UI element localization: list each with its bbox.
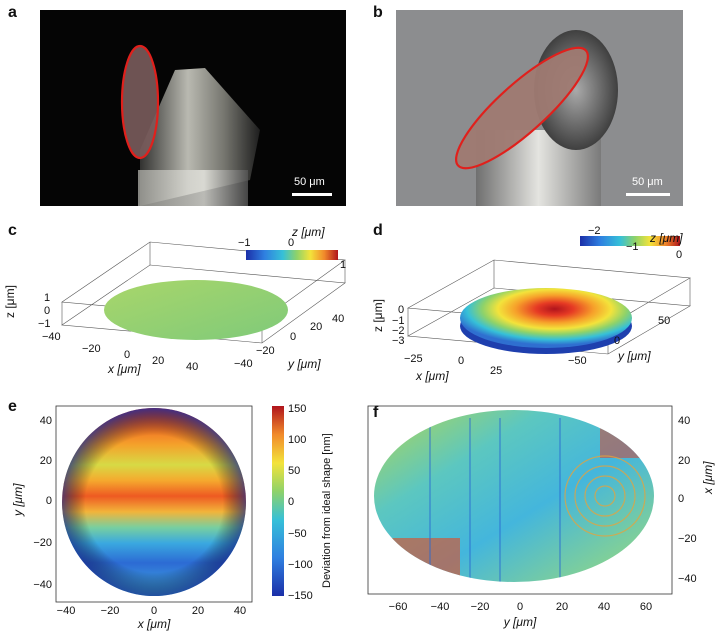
z-tick-c-1: 0 bbox=[44, 305, 50, 317]
cbar-e-label: Deviation from ideal shape [nm] bbox=[321, 433, 333, 588]
cbar-d-tick-0: −2 bbox=[588, 225, 601, 237]
panel-b-letter: b bbox=[373, 4, 383, 21]
cbar-e-tick-1: 100 bbox=[288, 434, 306, 446]
x-tick-d-2: 25 bbox=[490, 365, 502, 377]
x-tick-f-4: 20 bbox=[556, 601, 568, 613]
z-tick-d-1: −1 bbox=[392, 315, 405, 327]
panel-f-heatmap: −60 −40 −20 0 20 40 60 y [μm] 40 20 0 −2… bbox=[367, 405, 715, 629]
y-label-e: y [μm] bbox=[11, 483, 25, 517]
y-tick-c-3: 20 bbox=[310, 321, 322, 333]
panel-e-letter: e bbox=[8, 398, 17, 415]
colorbar-c bbox=[246, 250, 338, 260]
x-label-c: x [μm] bbox=[107, 362, 141, 376]
scale-label-b: 50 μm bbox=[632, 176, 663, 188]
z-tick-d-3: −3 bbox=[392, 335, 405, 347]
y-tick-e-2: 0 bbox=[46, 495, 52, 507]
cbar-e-tick-3: 0 bbox=[288, 496, 294, 508]
flat-surface bbox=[104, 280, 288, 340]
panel-f-letter: f bbox=[373, 404, 379, 421]
x-tick-f-3: 0 bbox=[517, 601, 523, 613]
x-tick-c-1: −20 bbox=[82, 343, 101, 355]
x-tick-c-2: 0 bbox=[124, 349, 130, 361]
z-label-d: z [μm] bbox=[371, 299, 385, 332]
z-tick-c-2: −1 bbox=[38, 318, 51, 330]
x-tick-f-0: −60 bbox=[389, 601, 408, 613]
z-tick-c-0: 1 bbox=[44, 292, 50, 304]
panel-c-surface-plot: −1 0 1 z [μm] z [μm] 1 0 −1 −40 −20 0 20… bbox=[3, 225, 346, 376]
z-label-c: z [μm] bbox=[3, 285, 17, 318]
x-tick-c-0: −40 bbox=[42, 331, 61, 343]
y-tick-c-2: 0 bbox=[290, 331, 296, 343]
y-label-c: y [μm] bbox=[287, 357, 321, 371]
cbar-c-tick-1: 0 bbox=[288, 237, 294, 249]
panel-a-letter: a bbox=[8, 4, 17, 21]
y-tick-e-3: −20 bbox=[33, 537, 52, 549]
y-tick-d-1: 0 bbox=[614, 335, 620, 347]
x-tick-d-1: 0 bbox=[458, 355, 464, 367]
x-tick-d-0: −25 bbox=[404, 353, 423, 365]
x-tick-f-5: 40 bbox=[598, 601, 610, 613]
panel-d-surface-plot: −2 −1 0 z [μm] z [μm] 0 −1 −2 −3 −25 0 2… bbox=[371, 225, 691, 383]
scale-bar-b bbox=[626, 193, 670, 196]
panel-b-photo: 50 μm bbox=[396, 10, 683, 206]
x-tick-f-1: −40 bbox=[431, 601, 450, 613]
y-tick-f-1: 20 bbox=[678, 455, 690, 467]
y-tick-f-0: 40 bbox=[678, 415, 690, 427]
y-tick-c-0: −40 bbox=[234, 358, 253, 370]
y-tick-d-0: 50 bbox=[658, 315, 670, 327]
panel-d-letter: d bbox=[373, 222, 383, 239]
cbar-e-tick-4: −50 bbox=[288, 528, 307, 540]
cbar-c-tick-2: 1 bbox=[340, 259, 346, 271]
cbar-e-tick-2: 50 bbox=[288, 465, 300, 477]
x-tick-e-4: 40 bbox=[234, 605, 246, 617]
panel-a-photo: 50 μm bbox=[40, 10, 346, 206]
cbar-e-tick-5: −100 bbox=[288, 559, 313, 571]
y-tick-c-1: −20 bbox=[256, 345, 275, 357]
z-tick-d-0: 0 bbox=[398, 304, 404, 316]
cbar-d-tick-2: 0 bbox=[676, 249, 682, 261]
colorbar-e bbox=[272, 406, 284, 596]
x-tick-f-2: −20 bbox=[471, 601, 490, 613]
cbar-d-tick-1: −1 bbox=[626, 241, 639, 253]
panel-c-letter: c bbox=[8, 222, 17, 239]
cbar-e-tick-6: −150 bbox=[288, 590, 313, 602]
y-tick-e-0: 40 bbox=[40, 415, 52, 427]
x-label-f: y [μm] bbox=[503, 615, 537, 629]
y-label-f: x [μm] bbox=[701, 461, 715, 495]
scale-label-a: 50 μm bbox=[294, 176, 325, 188]
x-label-d: x [μm] bbox=[415, 369, 449, 383]
fiber-tip-photo-b bbox=[396, 10, 683, 206]
panel-e-heatmap: y [μm] 40 20 0 −20 −40 −40 −20 0 20 40 x… bbox=[11, 403, 333, 631]
y-tick-e-1: 20 bbox=[40, 455, 52, 467]
colorbar-d bbox=[580, 236, 680, 246]
x-tick-e-2: 0 bbox=[151, 605, 157, 617]
x-label-e: x [μm] bbox=[137, 617, 171, 631]
z-tick-d-2: −2 bbox=[392, 325, 405, 337]
y-tick-e-4: −40 bbox=[33, 579, 52, 591]
x-tick-f-6: 60 bbox=[640, 601, 652, 613]
x-tick-c-4: 40 bbox=[186, 361, 198, 373]
cbar-d-label: z [μm] bbox=[649, 231, 683, 245]
y-tick-f-2: 0 bbox=[678, 493, 684, 505]
scale-bar-a bbox=[292, 193, 332, 196]
y-tick-f-3: −20 bbox=[678, 533, 697, 545]
x-tick-c-3: 20 bbox=[152, 355, 164, 367]
cbar-e-tick-0: 150 bbox=[288, 403, 306, 415]
x-tick-e-3: 20 bbox=[192, 605, 204, 617]
cbar-c-label: z [μm] bbox=[291, 225, 325, 239]
y-tick-c-4: 40 bbox=[332, 313, 344, 325]
fiber-tip-photo-a bbox=[120, 44, 260, 206]
dome-surface bbox=[460, 288, 632, 348]
cbar-c-tick-0: −1 bbox=[238, 237, 251, 249]
y-tick-f-4: −40 bbox=[678, 573, 697, 585]
y-tick-d-2: −50 bbox=[568, 355, 587, 367]
x-tick-e-1: −20 bbox=[101, 605, 120, 617]
x-tick-e-0: −40 bbox=[57, 605, 76, 617]
y-label-d: y [μm] bbox=[617, 349, 651, 363]
